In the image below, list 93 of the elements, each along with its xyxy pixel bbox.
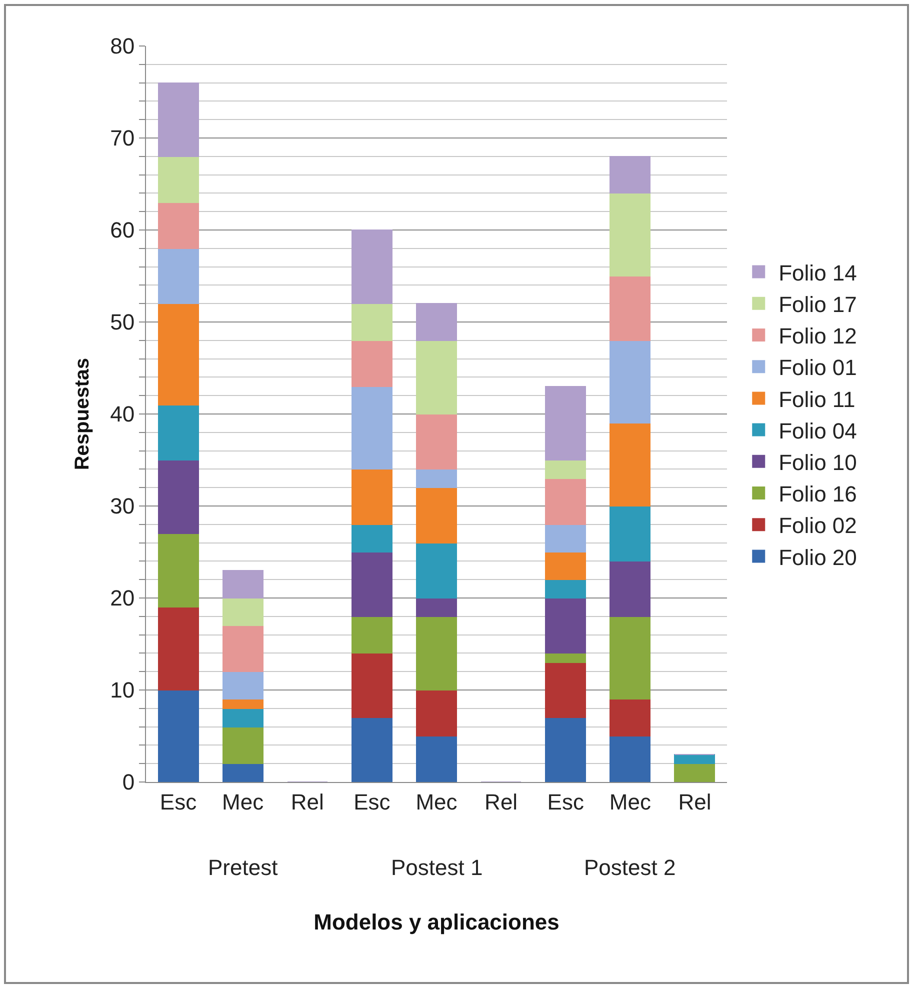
bar [610,616,651,700]
bar [222,708,264,728]
bar [158,404,199,460]
x-tick-label: Esc [160,789,197,814]
bar [416,616,458,690]
bar [674,763,716,782]
bar [158,303,199,406]
bar [610,276,651,341]
bar [610,156,651,194]
bar [610,422,651,506]
bar [610,192,651,276]
legend-label: Folio 14 [778,260,857,286]
bar [222,625,264,672]
bar [351,468,392,525]
bar [545,478,586,525]
bar [351,717,392,782]
bar [545,524,586,552]
bar [351,303,392,341]
y-axis-title: Respuestas [72,358,94,470]
legend-label: Folio 17 [778,292,857,317]
x-tick-label: Mec [222,789,264,814]
bar [545,552,586,580]
bar [416,598,458,617]
legend-label: Folio 10 [778,450,857,475]
y-tick-label: 80 [110,34,135,59]
bar [222,763,264,782]
bar [610,736,651,782]
bar [416,340,458,414]
x-tick-label: Mec [416,789,458,814]
bar [222,598,264,626]
bar [222,671,264,700]
bar [351,524,392,552]
text: Postest 1 [391,855,483,880]
legend-label: Folio 20 [778,544,857,570]
y-tick-label: 0 [122,770,135,795]
y-tick-label: 60 [110,218,135,243]
bar [545,662,586,718]
bar [545,652,586,663]
y-tick-label: 20 [110,586,135,611]
bar [351,616,392,654]
bar [610,698,651,736]
bar [158,248,199,304]
x-tick-label: Mec [609,789,651,814]
bar [158,690,199,782]
bar [610,506,651,562]
legend-label: Folio 01 [778,355,857,380]
bar [545,460,586,479]
bar [416,690,458,736]
bar [158,460,199,534]
bar [545,717,586,782]
bar [416,487,458,544]
bar [674,754,716,764]
bar [416,542,458,598]
y-tick-label: 70 [110,126,135,151]
bar [351,386,392,470]
bar [351,552,392,617]
text: Postest 2 [584,855,676,880]
bar [222,570,264,598]
y-tick-label: 30 [110,494,135,519]
bar [416,303,458,341]
x-tick-label: Esc [547,789,584,814]
bar [610,340,651,424]
x-tick-label: Esc [354,789,390,814]
bar [416,414,458,470]
bar [610,560,651,617]
legend-label: Folio 04 [778,418,857,444]
bar [158,606,199,690]
x-axis-title: Modelos y aplicaciones [314,909,560,934]
bar [158,156,199,203]
legend-label: Folio 12 [778,324,857,349]
bar [158,202,199,249]
x-tick-label: Rel [678,789,712,814]
bar [351,230,392,304]
y-tick-label: 50 [110,310,135,335]
bar [158,533,199,608]
bar [545,579,586,598]
legend-label: Folio 11 [778,386,856,412]
bar [416,468,458,488]
bar [545,598,586,654]
bar [351,340,392,387]
bar [351,652,392,718]
y-tick-label: 10 [110,678,135,703]
x-tick-label: Rel [290,789,324,814]
bar [545,386,586,460]
bar [416,736,458,782]
bar [222,726,264,764]
legend-label: Folio 16 [778,482,857,507]
bar [158,82,199,157]
text: Pretest [208,855,278,880]
bar [222,698,264,709]
x-tick-label: Rel [484,789,518,814]
y-tick-label: 40 [110,402,135,427]
legend-label: Folio 02 [778,513,857,538]
